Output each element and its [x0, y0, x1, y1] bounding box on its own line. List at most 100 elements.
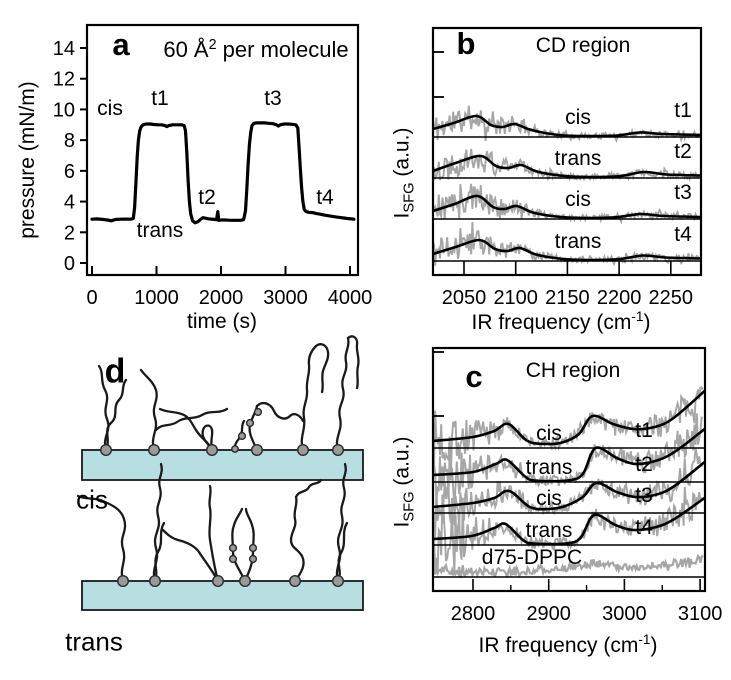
chain-bead: [248, 554, 258, 564]
annotation-t2: t2: [198, 186, 216, 209]
panel-b-y-axis-label: ISFG (a.u.): [390, 128, 417, 219]
y-tick-label: 4: [64, 192, 75, 214]
state-label-t2: trans: [555, 147, 602, 170]
panel-c-ylabel-sub: SFG: [401, 491, 418, 522]
fit-curve-t4: [433, 238, 701, 262]
x-tick-label: 2150: [545, 287, 590, 309]
annotation-cis: cis: [97, 97, 123, 120]
x-tick-label: 2000: [199, 287, 244, 309]
time-label-t1: t1: [674, 99, 692, 122]
y-tick-label: 8: [64, 130, 75, 152]
panel-c-y-axis-label: ISFG (a.u.): [390, 437, 417, 528]
y-tick-label: 14: [53, 38, 75, 60]
headgroup: [148, 575, 161, 588]
headgroup: [147, 444, 160, 457]
panel-c-plot: 2800 2900 3000 3100 cis t1 trans t2 cis t3 trans t4…: [431, 346, 722, 625]
state-label-t4: trans: [555, 230, 602, 253]
panel-a-title-sup: 2: [208, 36, 217, 53]
state-label-t3: cis: [565, 188, 591, 211]
panel-c-ylabel-rest: (a.u.): [390, 436, 414, 492]
chain-bead: [228, 543, 238, 553]
time-label-t4: t4: [674, 223, 692, 246]
headgroup: [332, 444, 345, 457]
lipid-chain-cis: [104, 378, 128, 452]
panel-a-title-rest: per molecule: [216, 37, 349, 63]
panel-c-letter: c: [465, 359, 483, 394]
panel-a-y-axis-label: pressure (mN/m): [16, 81, 39, 239]
lipid-chain-trans: [294, 478, 323, 499]
panel-a-title-text: 60 Å: [163, 37, 209, 63]
x-tick-label: 2250: [649, 287, 694, 309]
lipid-chain-cis: [300, 344, 318, 452]
headgroup: [289, 575, 302, 588]
headgroup: [205, 444, 218, 457]
fit-curve-t1: [433, 114, 701, 138]
headgroup: [116, 575, 129, 588]
lipid-chain-cis: [335, 336, 350, 452]
panel-a-letter: a: [112, 27, 130, 62]
time-label-t3: t3: [674, 181, 692, 204]
annotation-t1: t1: [151, 87, 169, 110]
noise-trace-t4: [433, 486, 704, 573]
panel-b-title: CD region: [535, 34, 631, 57]
pressure-curve: [90, 121, 356, 225]
panel-b-xlabel-rest: ): [643, 311, 651, 334]
lipid-chain-trans: [231, 507, 247, 583]
lipid-chain-cis: [158, 407, 214, 451]
x-tick-label: 1000: [134, 287, 179, 309]
panel-b-xlabel-main: IR frequency (cm: [471, 311, 632, 334]
x-tick-label: 4000: [328, 287, 373, 309]
lipid-chain-cis: [346, 335, 360, 390]
x-tick-label: 2900: [526, 603, 571, 625]
panel-d-cis-label: cis: [76, 484, 108, 515]
y-tick-label: 6: [64, 161, 75, 183]
state-label-t2: trans: [526, 456, 573, 479]
panel-b-x-axis-label: IR frequency (cm-1): [471, 309, 650, 335]
headgroup: [297, 444, 310, 457]
x-tick-label: 3000: [602, 603, 647, 625]
y-tick-label: 10: [53, 99, 75, 121]
panel-c-title: CH region: [525, 359, 621, 382]
panel-b-xlabel-sup: -1: [631, 309, 644, 324]
trace-label-d75-DPPC: d75-DPPC: [482, 546, 582, 569]
time-label-t1: t1: [635, 419, 653, 442]
panel-d-trans-label: trans: [65, 626, 123, 657]
state-label-t1: cis: [565, 106, 591, 129]
lipid-chain-trans: [336, 521, 349, 583]
time-label-t4: t4: [635, 516, 653, 539]
panel-b-ylabel-sub: SFG: [401, 182, 418, 213]
fit-curve-t2: [433, 427, 705, 483]
fit-curve-t3: [433, 460, 705, 511]
substrate-cis: [81, 449, 364, 481]
x-tick-label: 2100: [493, 287, 538, 309]
panel-b-letter: b: [456, 26, 476, 61]
panel-b-ylabel-rest: (a.u.): [390, 127, 414, 183]
headgroup: [250, 444, 263, 457]
time-label-t2: t2: [674, 140, 692, 163]
headgroup: [238, 575, 251, 588]
panel-a-x-axis-label: time (s): [187, 310, 257, 333]
annotation-trans: trans: [137, 219, 184, 242]
time-label-t2: t2: [635, 453, 653, 476]
x-tick-label: 2200: [597, 287, 642, 309]
x-tick-label: 2050: [442, 287, 487, 309]
panel-c-xlabel-rest: ): [650, 634, 658, 657]
panel-c-xlabel-sup: -1: [638, 632, 651, 647]
panel-a-title: 60 Å2 per molecule: [163, 37, 348, 63]
state-label-t3: cis: [536, 487, 562, 510]
panel-b-plot: 2050 2100 2150 2200 2250 cis t1 trans t2 cis t3 tra…: [431, 26, 703, 309]
panel-c-ylabel-main: I: [390, 521, 414, 528]
state-label-t4: trans: [526, 519, 573, 542]
y-tick-label: 2: [64, 222, 75, 244]
panel-d-letter: d: [104, 352, 126, 391]
lipid-chain-trans: [161, 528, 220, 583]
chain-bead: [245, 418, 255, 428]
x-tick-label: 3000: [263, 287, 308, 309]
headgroup: [211, 575, 224, 588]
lipid-chain-cis: [314, 343, 330, 394]
chain-bead: [228, 554, 238, 564]
fit-curve-t2: [433, 154, 701, 179]
lipid-chain-cis: [255, 401, 305, 423]
